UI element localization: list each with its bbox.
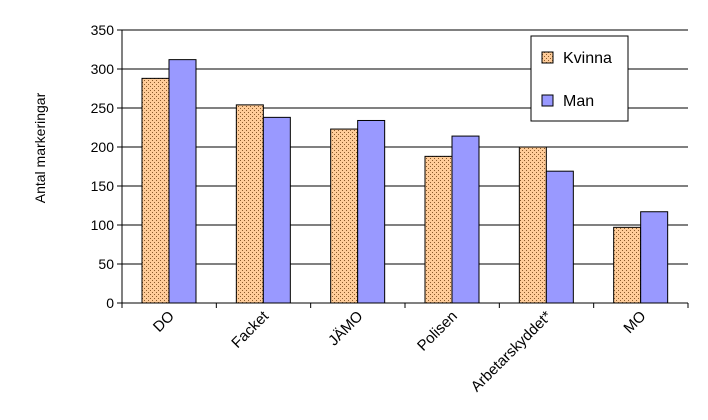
bar-kvinna-3 [424,155,453,304]
bar-man-0 [168,59,197,304]
y-tick-label: 150 [91,178,115,194]
category-label: Facket [228,307,272,351]
category-label: Arbetarskyddet* [468,308,556,396]
category-label: MO [620,308,649,337]
legend-box [530,35,629,122]
category-label: DO [150,308,178,336]
bars [141,59,669,304]
category-label: Polisen [414,308,461,355]
bar-kvinna-0 [141,77,170,304]
y-tick-label: 300 [91,61,115,77]
bar-man-5 [640,211,669,304]
gridlines [122,29,688,265]
category-labels: DO Facket JÄMO Polisen Arbetarskyddet* MO [150,307,650,395]
y-tick-label: 350 [91,22,115,38]
bar-man-1 [262,116,291,304]
bar-man-2 [357,119,386,304]
legend-label-man: Man [563,93,594,110]
bar-kvinna-2 [330,128,359,304]
y-tick-labels: 0 50 100 150 200 250 300 350 [91,22,115,311]
bar-kvinna-1 [235,104,264,304]
y-tick-label: 50 [98,256,114,272]
legend-swatch-kvinna [541,51,554,64]
legend-swatch-man [541,94,554,107]
legend: Kvinna Man [530,35,629,122]
y-tick-label: 0 [106,295,114,311]
y-tick-label: 100 [91,217,115,233]
category-label: JÄMO [325,308,366,349]
bar-man-3 [451,135,480,304]
legend-label-kvinna: Kvinna [563,50,612,67]
y-tick-label: 250 [91,100,115,116]
bar-kvinna-4 [518,146,547,304]
axes [117,29,689,308]
bar-kvinna-5 [613,226,642,304]
y-axis-title: Antal markeringar [32,92,48,203]
bar-man-4 [545,170,574,304]
y-tick-label: 200 [91,139,115,155]
